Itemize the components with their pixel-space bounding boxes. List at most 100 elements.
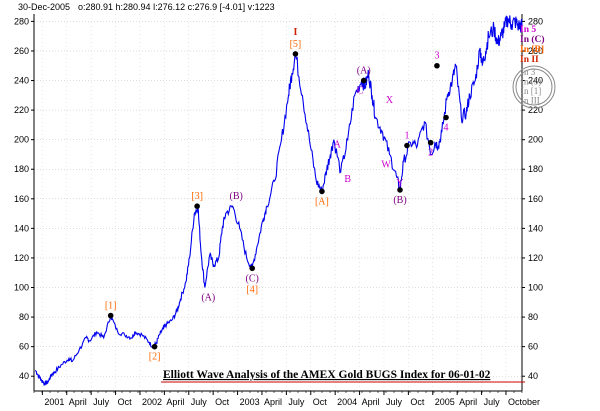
wave-pivot-dot — [151, 343, 158, 350]
grid — [34, 14, 522, 391]
y-axis-left: 40 60 80 100 120 140 160 180 200 220 240 260 280 — [14, 14, 35, 391]
wave-label: X — [386, 95, 394, 106]
x-tick-label: April — [69, 397, 87, 407]
y-tick-label-right: 280 — [528, 16, 543, 26]
y-tick-label-left: 280 — [14, 16, 29, 26]
y-tick-label-right: 120 — [528, 253, 543, 263]
wave-pivot-dot — [249, 265, 256, 272]
y-tick-label-right: 240 — [528, 76, 543, 86]
y-tick-label-right: 100 — [528, 283, 543, 293]
wave-annotations: [1] [2] [3] (A) (B) (C)[4] I[5] A [A] B (A) C X WY (B)… — [105, 27, 449, 363]
wave-label: [4] — [246, 284, 258, 295]
legend-upper-item: In [B] — [520, 45, 544, 55]
x-tick-label: July — [191, 397, 208, 407]
y-tick-label-right: 80 — [528, 312, 538, 322]
wave-label: [1] — [105, 301, 117, 312]
x-tick-label: April — [264, 397, 282, 407]
price-line — [34, 15, 523, 387]
x-tick-label: July — [288, 397, 305, 407]
wave-label: [5] — [290, 39, 302, 50]
y-tick-label-right: 200 — [528, 135, 543, 145]
wave-label: I — [293, 27, 297, 38]
wave-pivot-dot — [194, 203, 200, 209]
x-tick-label: Oct — [410, 397, 425, 407]
wave-label: Y — [396, 178, 403, 189]
y-axis-right: 40 60 80 100 120 140 160 180 200 220 240 260 280 — [521, 14, 543, 391]
wave-pivot-dot — [360, 77, 367, 84]
y-tick-label-left: 220 — [14, 105, 29, 115]
y-tick-label-left: 240 — [14, 76, 29, 86]
legend-upper-item: In 5 — [520, 25, 536, 35]
y-tick-label-right: 220 — [528, 105, 543, 115]
wave-label: 3 — [434, 51, 439, 62]
y-tick-label-left: 180 — [14, 164, 29, 174]
wave-label: (B) — [229, 191, 242, 202]
wave-label: (C) — [246, 273, 259, 284]
y-tick-label-left: 120 — [14, 253, 29, 263]
y-tick-label-left: 160 — [14, 194, 29, 204]
x-tick-label: October — [508, 397, 540, 407]
wave-pivot-dot — [397, 187, 403, 193]
x-tick-label: April — [459, 397, 477, 407]
x-tick-label: July — [93, 397, 110, 407]
wave-label: 2 — [428, 148, 433, 159]
wave-pivot-dot — [319, 188, 325, 195]
x-tick-label: July — [386, 397, 403, 407]
wave-label: (A) — [201, 293, 215, 304]
header-ohlc: o:280.91 h:280.94 l:276.12 c:276.9 [-4.0… — [78, 2, 275, 12]
x-axis: 2001 April July Oct 2002 April July Oct 2003 Apri… — [33, 390, 540, 407]
wave-label: [2] — [149, 352, 161, 363]
legend-lower-item: In [1] — [521, 86, 541, 96]
legend-upper-item: In (C) — [520, 34, 545, 45]
wave-label: B — [344, 174, 351, 185]
x-tick-label: Oct — [118, 397, 133, 407]
y-tick-label-right: 160 — [528, 194, 543, 204]
wave-pivot-dot — [443, 114, 449, 121]
x-tick-label: Oct — [215, 397, 230, 407]
chart-title: Elliott Wave Analysis of the AMEX Gold B… — [163, 369, 491, 381]
x-tick-label: July — [484, 397, 501, 407]
y-tick-label-right: 260 — [528, 46, 543, 56]
x-tick-label: 2001 — [44, 397, 64, 407]
y-tick-label-left: 60 — [19, 342, 29, 352]
y-tick-label-right: 40 — [528, 371, 538, 381]
wave-label: 1 — [404, 131, 409, 142]
wave-pivot-dot — [292, 51, 299, 57]
x-tick-label: 2005 — [435, 397, 455, 407]
y-tick-label-left: 40 — [19, 371, 29, 381]
wave-pivot-dot — [427, 139, 434, 146]
wave-pivot-dot — [107, 312, 114, 319]
legend-ring-inner — [515, 68, 553, 106]
y-tick-label-left: 100 — [14, 283, 29, 293]
y-tick-label-right: 140 — [528, 223, 543, 233]
wave-label: (A) — [357, 66, 371, 77]
y-tick-label-right: 180 — [528, 164, 543, 174]
x-tick-label: 2004 — [337, 397, 357, 407]
wave-label: W — [381, 159, 391, 170]
y-tick-label-left: 200 — [14, 135, 29, 145]
y-tick-label-left: 80 — [19, 312, 29, 322]
wave-pivot-dot — [434, 62, 440, 69]
x-tick-label: April — [362, 397, 380, 407]
y-tick-label-left: 260 — [14, 46, 29, 56]
legend-lower-item: In 3 — [521, 67, 536, 77]
legend-upper-item: In II — [520, 55, 539, 65]
legend-lower-item: In (5) — [521, 77, 541, 87]
wave-label: A — [334, 139, 342, 150]
wave-label: C — [357, 86, 364, 97]
x-tick-label: 2003 — [240, 397, 260, 407]
header-date: 30-Dec-2005 — [18, 2, 70, 12]
wave-label: (B) — [393, 195, 406, 206]
wave-legend: In 5In (C)In [B]In II In 3In (5)In [1]In … — [512, 25, 556, 109]
legend-lower-item: In III — [521, 96, 540, 106]
x-tick-label: 2002 — [142, 397, 162, 407]
y-tick-label-right: 60 — [528, 342, 538, 352]
wave-pivot-dot — [404, 142, 410, 149]
x-tick-label: Oct — [313, 397, 328, 407]
x-tick-label: April — [166, 397, 184, 407]
wave-label: [A] — [315, 196, 329, 207]
y-tick-label-left: 140 — [14, 223, 29, 233]
wave-label: [3] — [191, 191, 203, 202]
legend-ring-outer — [512, 65, 556, 109]
